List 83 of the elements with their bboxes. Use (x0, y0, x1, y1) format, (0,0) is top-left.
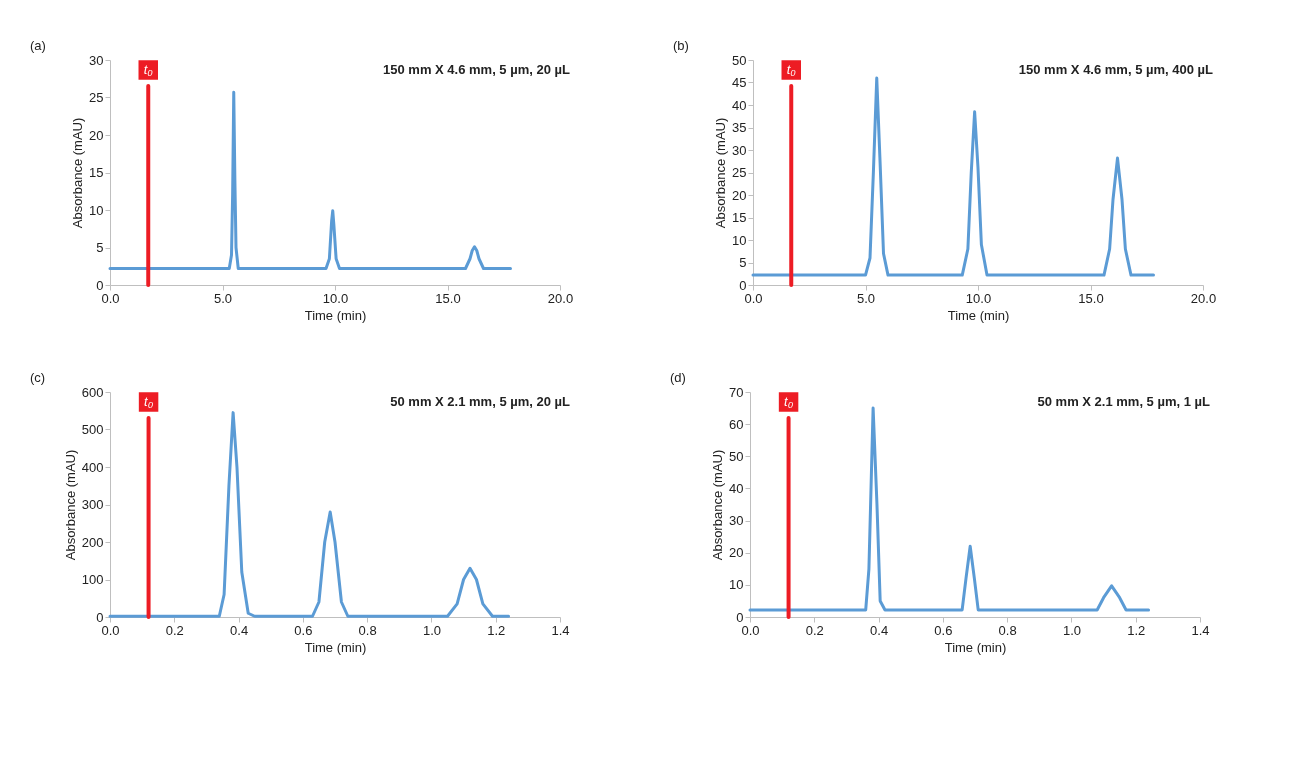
y-axis-title: Absorbance (mAU) (70, 117, 86, 229)
x-tick-label: 5.0 (213, 290, 233, 306)
x-tick-label: 0.0 (741, 622, 760, 638)
y-tick-label: 50 (732, 52, 747, 68)
annotation: 50 mm X 2.1 mm, 5 µm, 1 µL (1037, 394, 1211, 409)
annotation: 50 mm X 2.1 mm, 5 µm, 20 µL (390, 394, 571, 409)
x-tick-label: 1.2 (487, 622, 506, 638)
ref-line-label: t₀ (144, 394, 154, 409)
y-tick-label: 30 (732, 142, 747, 158)
y-axis-title: Absorbance (mAU) (710, 449, 726, 561)
x-tick-label: 0.8 (358, 622, 377, 638)
x-tick-label: 15.0 (1078, 290, 1104, 306)
x-tick-label: 15.0 (435, 290, 461, 306)
y-tick-label: 20 (732, 187, 747, 203)
text: (d) (670, 370, 686, 385)
y-tick-label: 0 (739, 277, 747, 293)
annotation: 150 mm X 4.6 mm, 5 µm, 20 µL (383, 62, 571, 77)
y-tick-label: 20 (89, 127, 104, 143)
x-tick-label: 0.0 (101, 622, 120, 638)
y-tick-label: 30 (89, 52, 104, 68)
y-tick-label: 100 (81, 572, 104, 587)
text: (a) (30, 38, 46, 53)
text: (b) (673, 38, 689, 53)
y-tick-label: 200 (81, 534, 104, 550)
y-tick-label: 35 (732, 120, 747, 135)
ref-line-label: t₀ (786, 62, 797, 77)
x-tick-label: 0.6 (934, 622, 953, 638)
line-series (751, 76, 1155, 277)
x-axis-title: Time (min) (304, 639, 367, 655)
y-tick-label: 400 (81, 459, 104, 475)
x-tick-label: 1.0 (1062, 622, 1081, 638)
x-tick-label: 1.4 (551, 622, 570, 638)
ref-line-label: t₀ (143, 62, 154, 77)
y-tick-label: 45 (732, 75, 747, 90)
y-tick-label: 0 (96, 277, 104, 293)
y-tick-label: 10 (732, 232, 747, 248)
line-series (108, 90, 512, 270)
y-tick-label: 40 (732, 97, 747, 113)
x-tick-label: 0.4 (870, 622, 889, 638)
y-axis-title: Absorbance (mAU) (62, 449, 78, 561)
line-series (748, 406, 1151, 612)
y-tick-label: 25 (732, 165, 747, 180)
x-axis-title: Time (min) (944, 639, 1007, 655)
y-tick-label: 10 (729, 577, 744, 593)
y-tick-label: 15 (89, 165, 104, 180)
y-tick-label: 30 (729, 513, 744, 529)
y-tick-label: 0 (96, 609, 104, 625)
x-tick-label: 0.6 (294, 622, 313, 638)
y-tick-label: 15 (732, 210, 747, 225)
y-tick-label: 500 (81, 422, 104, 437)
x-tick-label: 1.2 (1127, 622, 1146, 638)
x-tick-label: 0.8 (998, 622, 1017, 638)
y-tick-label: 70 (729, 384, 744, 400)
annotation: 150 mm X 4.6 mm, 5 µm, 400 µL (1018, 62, 1214, 77)
y-tick-label: 5 (96, 240, 104, 255)
x-tick-label: 10.0 (322, 290, 349, 306)
x-axis-title: Time (min) (947, 307, 1010, 323)
y-tick-label: 0 (736, 609, 744, 625)
y-tick-label: 25 (89, 90, 104, 105)
x-tick-label: 0.0 (744, 290, 763, 306)
x-tick-label: 0.0 (101, 290, 120, 306)
x-axis-title: Time (min) (304, 307, 367, 323)
x-tick-label: 1.0 (422, 622, 441, 638)
text: (c) (30, 370, 46, 385)
y-tick-label: 60 (729, 416, 744, 432)
x-tick-label: 20.0 (547, 290, 574, 306)
y-tick-label: 600 (81, 384, 104, 400)
x-tick-label: 0.2 (805, 622, 824, 638)
y-tick-label: 10 (89, 202, 104, 218)
x-tick-label: 20.0 (1190, 290, 1217, 306)
y-tick-label: 300 (81, 497, 104, 512)
y-tick-label: 5 (739, 255, 747, 270)
x-tick-label: 10.0 (965, 290, 992, 306)
line-series (108, 411, 511, 618)
y-axis-title: Absorbance (mAU) (713, 117, 729, 229)
ref-line-label: t₀ (784, 394, 794, 409)
y-tick-label: 20 (729, 545, 744, 561)
x-tick-label: 1.4 (1191, 622, 1210, 638)
y-tick-label: 40 (729, 480, 744, 496)
x-tick-label: 0.4 (230, 622, 249, 638)
x-tick-label: 0.2 (165, 622, 184, 638)
y-tick-label: 50 (729, 448, 744, 464)
x-tick-label: 5.0 (856, 290, 876, 306)
